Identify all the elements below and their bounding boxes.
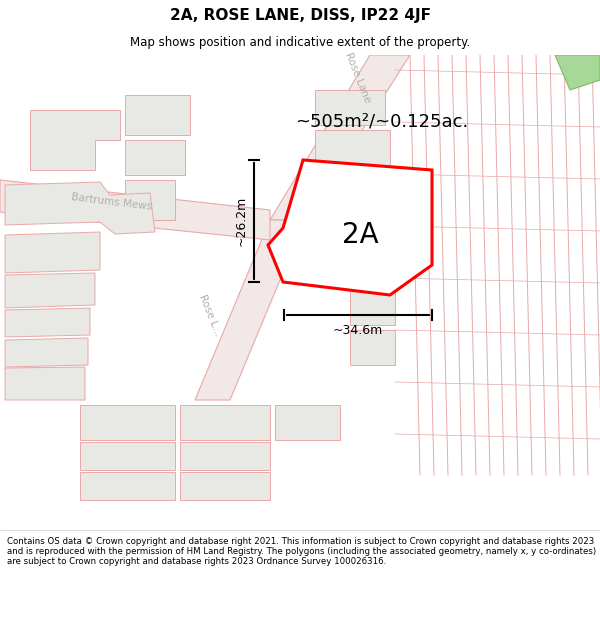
Text: 2A: 2A — [341, 221, 379, 249]
Polygon shape — [350, 250, 395, 285]
Polygon shape — [5, 338, 88, 367]
Polygon shape — [125, 180, 175, 220]
Polygon shape — [30, 110, 120, 170]
Polygon shape — [5, 308, 90, 337]
Polygon shape — [350, 290, 395, 325]
Polygon shape — [180, 472, 270, 500]
Polygon shape — [350, 330, 395, 365]
Text: 2A, ROSE LANE, DISS, IP22 4JF: 2A, ROSE LANE, DISS, IP22 4JF — [170, 8, 431, 23]
Text: ~26.2m: ~26.2m — [235, 196, 248, 246]
Text: ~34.6m: ~34.6m — [333, 324, 383, 338]
Polygon shape — [125, 140, 185, 175]
Polygon shape — [80, 472, 175, 500]
Polygon shape — [268, 160, 432, 295]
Polygon shape — [125, 95, 190, 135]
Polygon shape — [180, 405, 270, 440]
Text: Map shows position and indicative extent of the property.: Map shows position and indicative extent… — [130, 36, 470, 49]
Text: Contains OS data © Crown copyright and database right 2021. This information is : Contains OS data © Crown copyright and d… — [7, 537, 596, 566]
Polygon shape — [315, 130, 390, 165]
Polygon shape — [5, 367, 85, 400]
Text: Rose L…: Rose L… — [197, 292, 223, 338]
Polygon shape — [5, 273, 95, 308]
Polygon shape — [80, 405, 175, 440]
Polygon shape — [80, 442, 175, 470]
Text: Bartrums Mews: Bartrums Mews — [71, 192, 153, 212]
Polygon shape — [315, 90, 385, 125]
Polygon shape — [195, 220, 305, 400]
Polygon shape — [275, 405, 340, 440]
Polygon shape — [5, 232, 100, 273]
Polygon shape — [180, 442, 270, 470]
Polygon shape — [5, 182, 155, 234]
Text: Rose Lane: Rose Lane — [343, 51, 373, 104]
Polygon shape — [555, 55, 600, 90]
Polygon shape — [0, 55, 600, 530]
Polygon shape — [0, 180, 270, 240]
Polygon shape — [270, 55, 410, 220]
Text: ~505m²/~0.125ac.: ~505m²/~0.125ac. — [295, 113, 468, 131]
